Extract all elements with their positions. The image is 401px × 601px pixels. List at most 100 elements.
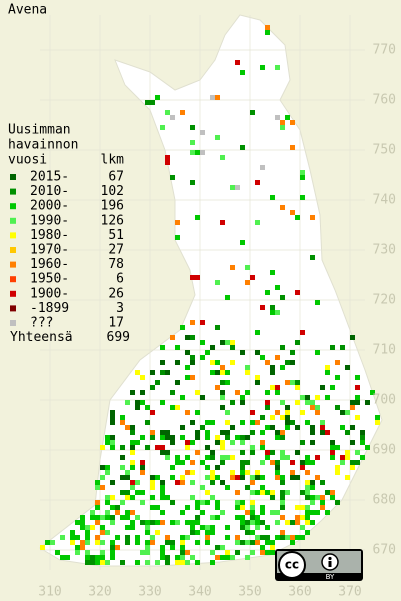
occurrence-square — [280, 515, 285, 520]
occurrence-square — [165, 430, 170, 435]
occurrence-square — [280, 295, 285, 300]
occurrence-square — [245, 525, 250, 530]
occurrence-square — [210, 530, 215, 535]
occurrence-square — [250, 530, 255, 535]
occurrence-square — [375, 420, 380, 425]
occurrence-square — [110, 505, 115, 510]
legend-swatch — [10, 290, 16, 297]
occurrence-square — [105, 495, 110, 500]
occurrence-square — [290, 535, 295, 540]
occurrence-square — [115, 505, 120, 510]
occurrence-square — [165, 455, 170, 460]
occurrence-square — [190, 360, 195, 365]
occurrence-square — [200, 425, 205, 430]
occurrence-square — [300, 535, 305, 540]
occurrence-square — [135, 540, 140, 545]
y-tick-label: 700 — [373, 393, 396, 408]
occurrence-square — [315, 350, 320, 355]
occurrence-square — [40, 545, 45, 550]
occurrence-square — [270, 305, 275, 310]
occurrence-square — [260, 505, 265, 510]
occurrence-square — [220, 395, 225, 400]
occurrence-square — [200, 500, 205, 505]
occurrence-square — [105, 530, 110, 535]
y-tick-label: 750 — [373, 143, 396, 158]
occurrence-square — [280, 480, 285, 485]
occurrence-square — [85, 535, 90, 540]
occurrence-square — [325, 370, 330, 375]
occurrence-square — [160, 345, 165, 350]
occurrence-square — [295, 535, 300, 540]
occurrence-square — [200, 485, 205, 490]
occurrence-square — [170, 540, 175, 545]
occurrence-square — [190, 375, 195, 380]
occurrence-square — [265, 535, 270, 540]
occurrence-square — [220, 480, 225, 485]
occurrence-square — [220, 430, 225, 435]
occurrence-square — [170, 475, 175, 480]
occurrence-square — [130, 495, 135, 500]
occurrence-square — [315, 455, 320, 460]
y-tick-label: 710 — [373, 343, 396, 358]
legend-swatch — [10, 320, 16, 326]
occurrence-square — [240, 145, 245, 150]
occurrence-square — [120, 420, 125, 425]
occurrence-square — [110, 545, 115, 550]
legend-label: 1970- — [30, 243, 69, 258]
y-tick-label: 690 — [373, 443, 396, 458]
occurrence-square — [235, 490, 240, 495]
occurrence-square — [240, 350, 245, 355]
occurrence-square — [350, 440, 355, 445]
occurrence-square — [100, 530, 105, 535]
occurrence-square — [310, 495, 315, 500]
occurrence-square — [170, 465, 175, 470]
y-tick-label: 740 — [373, 193, 396, 208]
occurrence-square — [260, 440, 265, 445]
occurrence-square — [240, 515, 245, 520]
occurrence-square — [220, 455, 225, 460]
occurrence-square — [90, 560, 95, 565]
occurrence-square — [310, 460, 315, 465]
occurrence-square — [210, 95, 215, 100]
occurrence-square — [150, 475, 155, 480]
occurrence-square — [285, 425, 290, 430]
occurrence-square — [265, 25, 270, 30]
occurrence-square — [285, 535, 290, 540]
occurrence-square — [280, 345, 285, 350]
occurrence-square — [110, 515, 115, 520]
occurrence-square — [185, 505, 190, 510]
occurrence-square — [95, 540, 100, 545]
occurrence-square — [240, 500, 245, 505]
occurrence-square — [275, 355, 280, 360]
occurrence-square — [235, 185, 240, 190]
occurrence-square — [330, 345, 335, 350]
occurrence-square — [290, 120, 295, 125]
occurrence-square — [265, 390, 270, 395]
occurrence-square — [260, 535, 265, 540]
x-tick-label: 360 — [288, 585, 311, 600]
y-tick-label: 720 — [373, 293, 396, 308]
occurrence-square — [315, 410, 320, 415]
occurrence-square — [305, 395, 310, 400]
occurrence-square — [190, 150, 195, 155]
occurrence-square — [305, 480, 310, 485]
occurrence-square — [130, 465, 135, 470]
occurrence-square — [250, 445, 255, 450]
occurrence-square — [165, 435, 170, 440]
legend-total: 699 — [107, 330, 130, 345]
occurrence-square — [280, 450, 285, 455]
occurrence-square — [280, 495, 285, 500]
occurrence-square — [70, 540, 75, 545]
occurrence-square — [175, 380, 180, 385]
occurrence-square — [60, 555, 65, 560]
legend-swatch — [10, 188, 16, 195]
occurrence-square — [175, 555, 180, 560]
occurrence-square — [265, 540, 270, 545]
occurrence-square — [170, 405, 175, 410]
occurrence-square — [265, 525, 270, 530]
occurrence-square — [170, 520, 175, 525]
occurrence-square — [265, 405, 270, 410]
occurrence-square — [150, 410, 155, 415]
occurrence-square — [110, 520, 115, 525]
occurrence-square — [230, 360, 235, 365]
